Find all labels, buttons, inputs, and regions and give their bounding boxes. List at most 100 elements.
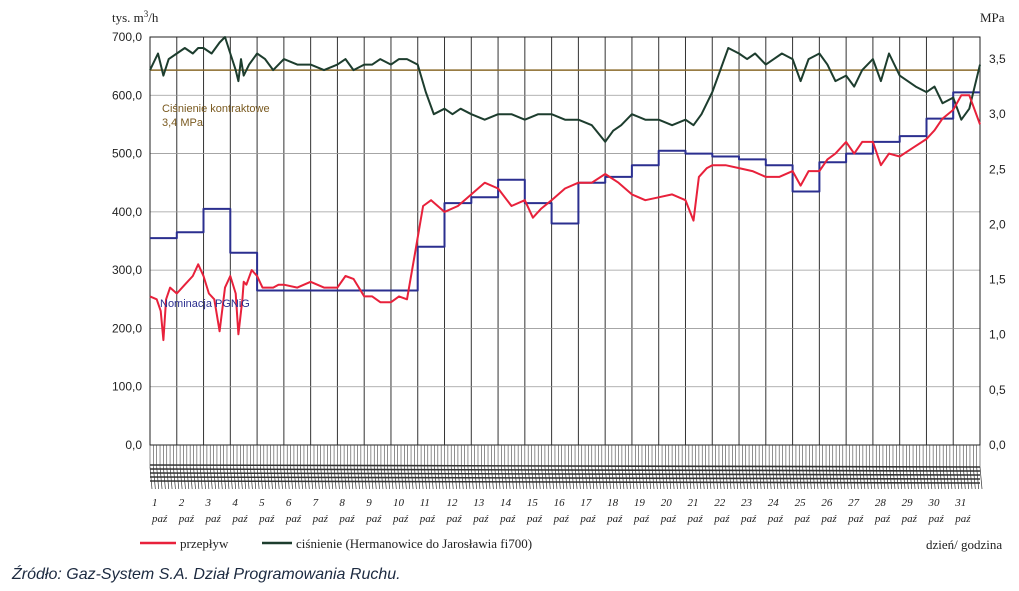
right-axis-unit: MPa <box>980 10 1005 25</box>
hour-tick-rotated <box>260 466 263 490</box>
hour-tick-rotated <box>839 466 842 490</box>
hour-tick-rotated <box>825 466 829 490</box>
day-number-label: 3 <box>205 497 212 509</box>
hour-tick-rotated <box>768 466 772 490</box>
month-label: paź <box>392 513 409 525</box>
day-number-label: 16 <box>554 497 566 509</box>
hour-tick-rotated <box>594 466 598 490</box>
hour-tick-rotated <box>437 466 441 490</box>
day-number-label: 29 <box>902 497 914 509</box>
month-label: paź <box>231 513 248 525</box>
hour-tick-rotated <box>430 466 434 490</box>
day-number-label: 11 <box>420 497 430 509</box>
hour-tick-rotated <box>956 466 959 490</box>
hour-tick-rotated <box>869 466 872 490</box>
hour-tick-rotated <box>621 466 625 490</box>
hour-tick-rotated <box>792 466 795 490</box>
right-tick-label: 2,5 <box>989 162 1006 176</box>
hour-tick-rotated <box>705 466 708 490</box>
hour-tick-rotated <box>256 466 260 490</box>
hour-tick-rotated <box>531 466 534 490</box>
hour-tick-rotated <box>782 466 785 490</box>
hour-scale-band <box>149 472 981 476</box>
month-label: paź <box>820 513 837 525</box>
hour-tick-rotated <box>936 466 939 490</box>
month-label: paź <box>178 513 195 525</box>
month-label: paź <box>419 513 436 525</box>
hour-tick-rotated <box>363 466 367 490</box>
month-label: paź <box>954 513 971 525</box>
hour-tick-rotated <box>327 466 330 490</box>
hour-tick-rotated <box>561 466 565 490</box>
hour-tick-rotated <box>578 466 581 490</box>
hour-tick-rotated <box>189 466 193 490</box>
hour-tick-rotated <box>534 466 538 490</box>
right-tick-label: 0,5 <box>989 383 1006 397</box>
hour-tick-rotated <box>387 466 390 490</box>
month-label: paź <box>579 513 596 525</box>
hour-tick-rotated <box>601 466 605 490</box>
left-tick-label: 600,0 <box>112 88 142 102</box>
hour-tick-rotated <box>350 466 354 490</box>
left-tick-label: 700,0 <box>112 30 142 44</box>
day-number-label: 18 <box>607 497 619 509</box>
day-number-label: 9 <box>366 497 372 509</box>
hour-tick-rotated <box>484 466 488 490</box>
time-axis-band <box>149 445 983 490</box>
day-number-label: 25 <box>795 497 807 509</box>
month-label: paź <box>365 513 382 525</box>
hour-tick-rotated <box>159 466 163 490</box>
hour-tick-rotated <box>380 466 384 490</box>
hour-tick-rotated <box>735 466 739 490</box>
hour-tick-rotated <box>798 466 802 490</box>
hour-tick-rotated <box>337 466 340 490</box>
hour-tick-rotated <box>360 466 364 490</box>
left-tick-label: 500,0 <box>112 147 142 161</box>
hour-tick-rotated <box>644 466 648 490</box>
hour-tick-rotated <box>179 466 183 490</box>
month-label: paź <box>151 513 168 525</box>
day-number-label: 15 <box>527 497 539 509</box>
hour-tick-rotated <box>511 466 514 490</box>
day-number-label: 6 <box>286 497 292 509</box>
hour-tick-rotated <box>795 466 799 490</box>
hour-tick-rotated <box>310 466 313 490</box>
hour-tick-rotated <box>859 466 862 490</box>
hour-tick-rotated <box>902 466 906 490</box>
contract-pressure-value-label: 3,4 MPa <box>162 117 204 129</box>
hour-tick-rotated <box>407 466 411 490</box>
hour-tick-rotated <box>762 466 765 490</box>
day-number-label: 22 <box>714 497 726 509</box>
day-number-label: 21 <box>687 497 698 509</box>
hour-tick-rotated <box>815 466 819 490</box>
hour-tick-rotated <box>537 466 541 490</box>
hour-tick-rotated <box>909 466 913 490</box>
hour-tick-rotated <box>808 466 812 490</box>
hour-tick-rotated <box>651 466 655 490</box>
hour-tick-rotated <box>300 466 303 490</box>
hour-tick-rotated <box>507 466 511 490</box>
hour-tick-rotated <box>186 466 190 490</box>
month-label: paź <box>526 513 543 525</box>
hour-tick-rotated <box>497 466 501 490</box>
hour-tick-rotated <box>775 466 779 490</box>
hour-tick-rotated <box>946 466 949 490</box>
day-number-label: 31 <box>954 497 966 509</box>
hour-tick-rotated <box>199 466 203 490</box>
hour-tick-rotated <box>926 466 929 490</box>
hour-tick-rotated <box>895 466 899 490</box>
hour-tick-rotated <box>517 466 521 490</box>
hour-tick-rotated <box>614 466 618 490</box>
hour-tick-rotated <box>976 466 980 490</box>
right-y-axis: 0,0 0,5 1,0 1,5 2,0 2,5 3,0 3,5 <box>989 52 1006 452</box>
hour-tick-rotated <box>564 466 568 490</box>
hour-tick-rotated <box>849 466 852 490</box>
right-tick-label: 3,5 <box>989 52 1006 66</box>
hour-tick-rotated <box>648 466 652 490</box>
hour-tick-rotated <box>400 466 404 490</box>
hour-tick-rotated <box>557 466 561 490</box>
hour-tick-rotated <box>316 466 320 490</box>
hour-tick-rotated <box>661 466 665 490</box>
day-number-label: 20 <box>661 497 673 509</box>
hour-tick-rotated <box>296 466 300 490</box>
